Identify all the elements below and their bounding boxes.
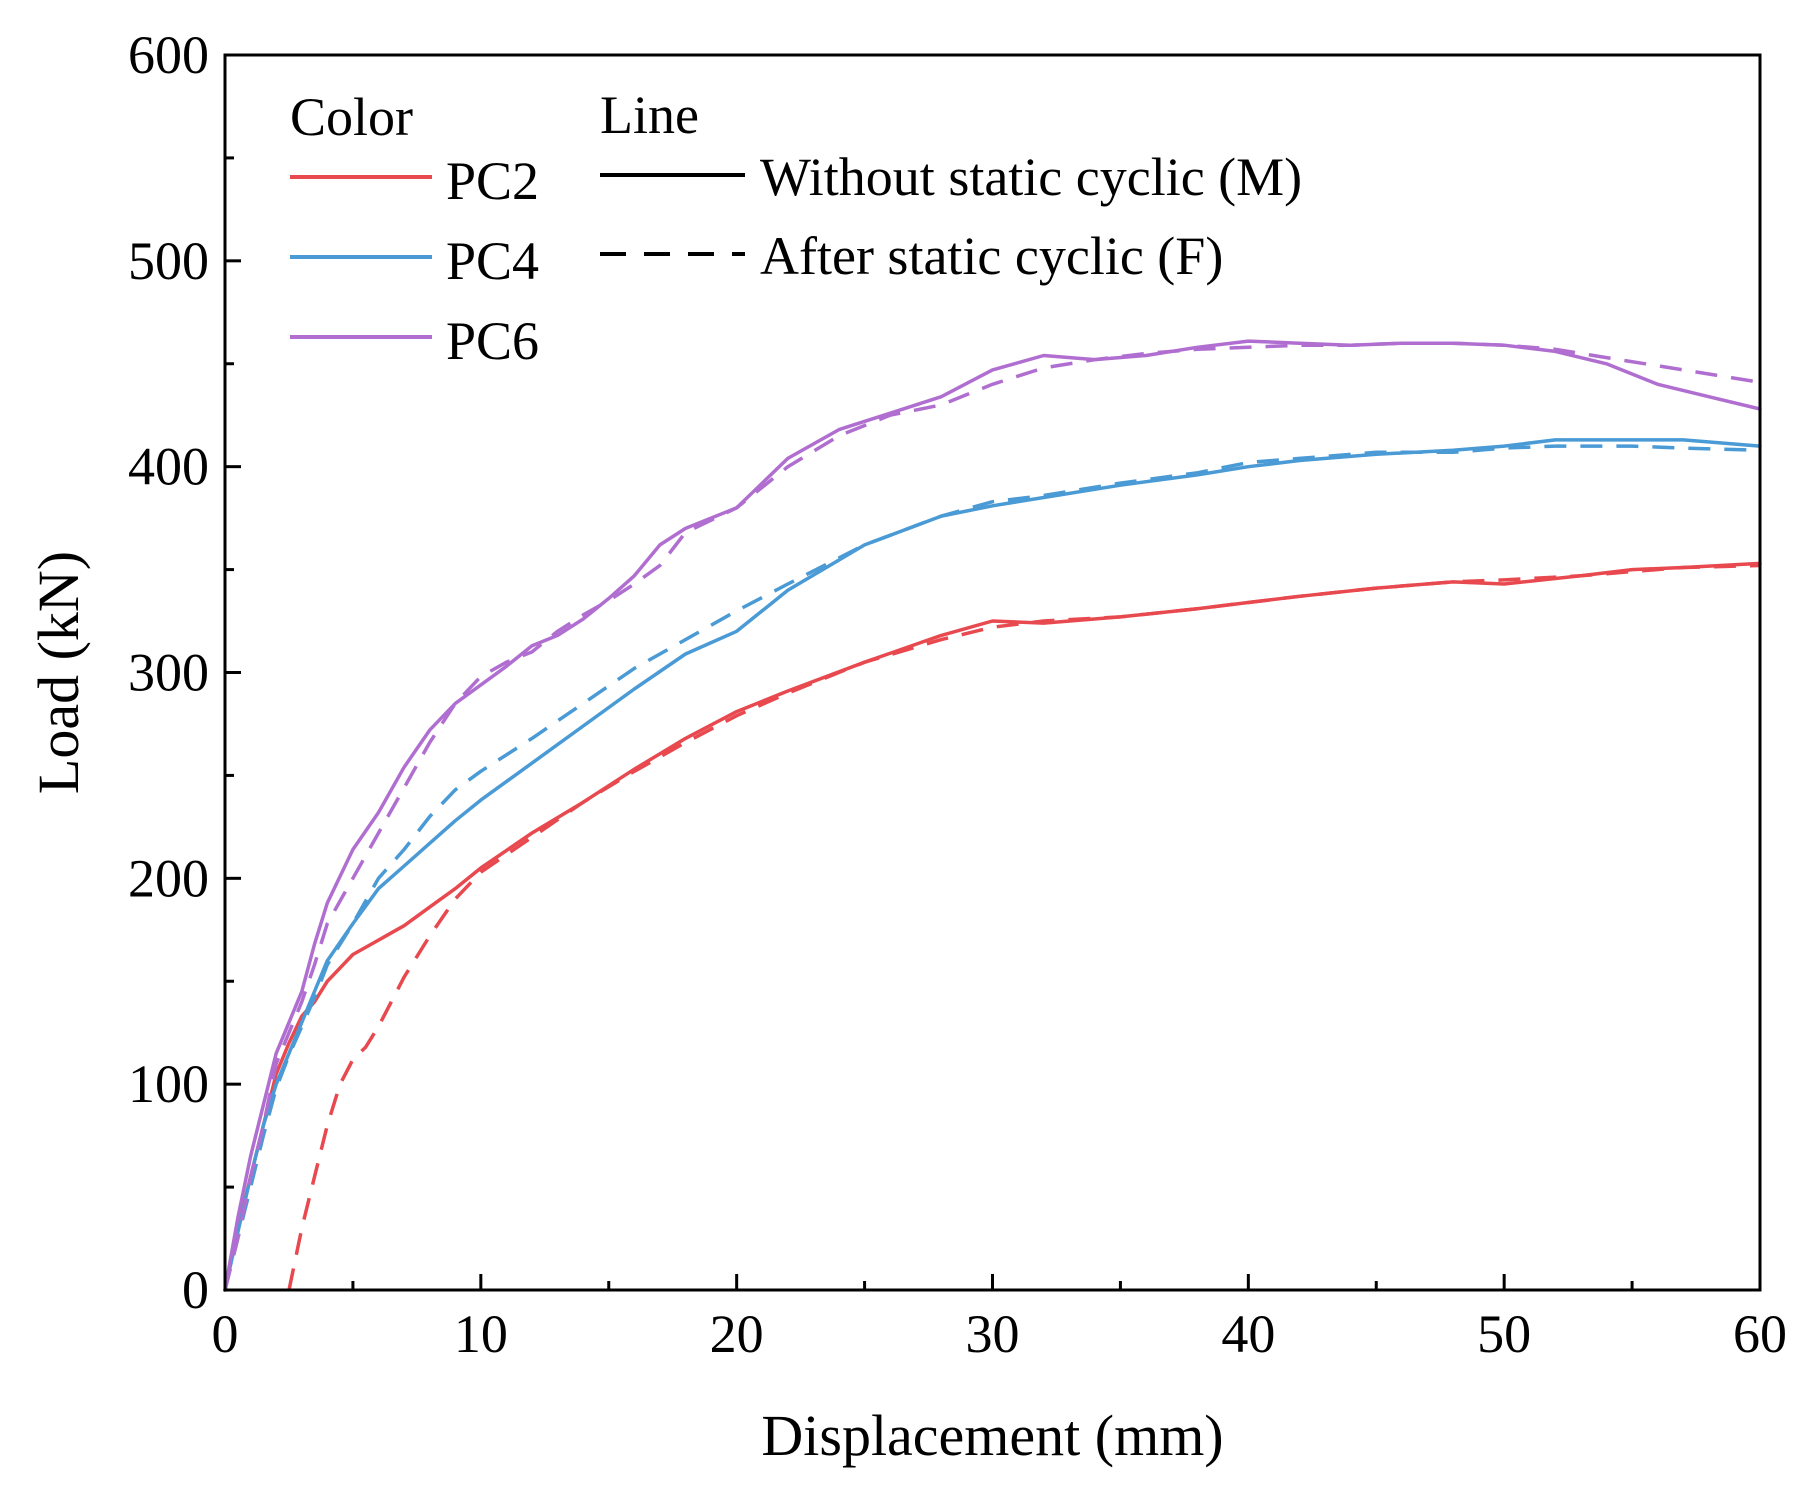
series-line-pc6-without-cyclic (223, 339, 1762, 1292)
x-tick-label: 0 (212, 1304, 239, 1364)
y-axis-title: Load (kN) (26, 551, 91, 794)
y-tick-label: 600 (128, 25, 209, 85)
legend-label-pc2: PC2 (446, 151, 539, 211)
series-line-pc4-without-cyclic (223, 438, 1762, 1292)
x-tick-label: 60 (1733, 1304, 1787, 1364)
series-line-pc6-after-cyclic (223, 341, 1761, 1291)
series-line-pc2-without-cyclic (223, 561, 1762, 1292)
y-tick-label: 0 (182, 1260, 209, 1320)
x-tick-label: 50 (1477, 1304, 1531, 1364)
legend-label-after-static-cyclic: After static cyclic (F) (760, 226, 1223, 286)
legend-label-without-static-cyclic: Without static cyclic (M) (760, 147, 1302, 207)
x-tick-label: 20 (710, 1304, 764, 1364)
y-tick-label: 400 (128, 437, 209, 497)
x-tick-label: 40 (1221, 1304, 1275, 1364)
legend-line-header: Line (600, 85, 699, 145)
series-line-pc2-after-cyclic (287, 563, 1761, 1291)
x-tick-label: 10 (454, 1304, 508, 1364)
y-tick-label: 100 (128, 1054, 209, 1114)
x-tick-label: 30 (966, 1304, 1020, 1364)
y-tick-label: 500 (128, 231, 209, 291)
legend: Color Line PC2 PC4 PC6 Without static cy… (290, 85, 1302, 371)
x-axis-title: Displacement (mm) (761, 1403, 1223, 1468)
y-tick-label: 300 (128, 643, 209, 703)
y-tick-label: 200 (128, 848, 209, 908)
series-line-pc4-after-cyclic (223, 444, 1761, 1291)
legend-label-pc6: PC6 (446, 311, 539, 371)
axis-ticks (223, 53, 1762, 1292)
legend-color-header: Color (290, 87, 413, 147)
legend-label-pc4: PC4 (446, 231, 539, 291)
series-layer (223, 339, 1762, 1292)
